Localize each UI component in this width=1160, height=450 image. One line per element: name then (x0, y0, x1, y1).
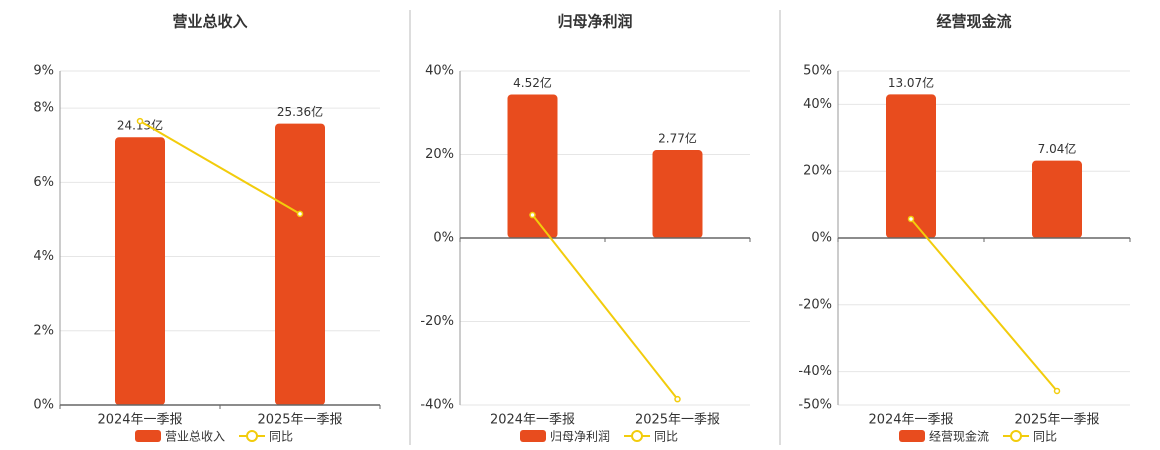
x-tick-label: 2024年一季报 (868, 413, 953, 428)
x-tick-label: 2024年一季报 (97, 413, 182, 428)
line (910, 218, 1058, 392)
bar (1032, 160, 1082, 238)
legend-swatch (631, 430, 644, 442)
y-tick-label: 20% (803, 164, 832, 179)
chart-title: 经营现金流 (936, 13, 1011, 31)
value-label: 13.07亿 (888, 75, 934, 90)
x-tick-label: 2025年一季报 (635, 413, 720, 428)
y-tick-label: 0% (33, 398, 54, 413)
y-tick-label: 2% (33, 323, 54, 338)
legend-label: 营业总收入 (165, 430, 225, 444)
legend-label: 同比 (654, 430, 678, 444)
line-point (674, 395, 681, 403)
legend-swatch (520, 430, 546, 442)
bar (652, 150, 703, 238)
value-label: 4.52亿 (513, 75, 552, 90)
y-tick-label: 40% (803, 97, 832, 112)
chart-title: 营业总收入 (172, 13, 247, 31)
y-tick-label: 50% (803, 64, 832, 79)
legend-label: 归母净利润 (550, 430, 610, 444)
y-tick-label: -50% (798, 398, 832, 413)
line-point (296, 210, 304, 218)
legend-swatch (1010, 430, 1023, 442)
line (531, 214, 679, 400)
legend-swatch (899, 430, 925, 442)
y-tick-label: 0% (433, 231, 454, 246)
value-label: 7.04亿 (1038, 141, 1077, 156)
y-tick-label: 9% (33, 64, 54, 79)
value-label: 25.36亿 (277, 104, 323, 119)
value-label: 2.77亿 (658, 131, 697, 146)
x-tick-label: 2024年一季报 (490, 413, 575, 428)
y-tick-label: 0% (811, 231, 832, 246)
line-point (529, 211, 536, 219)
y-tick-label: 20% (425, 147, 454, 162)
y-tick-label: 6% (33, 175, 54, 190)
y-tick-label: 8% (33, 101, 54, 116)
legend-swatch (135, 430, 161, 442)
line-point (136, 117, 144, 125)
legend-swatch (246, 430, 259, 442)
line-point (907, 215, 915, 223)
y-tick-label: -20% (420, 314, 454, 329)
y-tick-label: -40% (420, 398, 454, 413)
x-tick-label: 2025年一季报 (257, 413, 342, 428)
y-tick-label: 4% (33, 249, 54, 264)
bar (115, 137, 165, 405)
bar (886, 94, 936, 238)
legend-label: 同比 (1033, 430, 1057, 444)
line-point (1053, 387, 1061, 395)
y-tick-label: -40% (798, 364, 832, 379)
value-label: 24.13亿 (117, 118, 163, 133)
chart-title: 归母净利润 (557, 13, 632, 31)
legend-label: 同比 (269, 430, 293, 444)
legend-label: 经营现金流 (929, 429, 989, 444)
line (139, 120, 301, 215)
y-tick-label: -20% (798, 297, 832, 312)
x-tick-label: 2025年一季报 (1014, 413, 1099, 428)
bar (507, 94, 558, 238)
bar (275, 123, 325, 405)
y-tick-label: 40% (425, 64, 454, 79)
